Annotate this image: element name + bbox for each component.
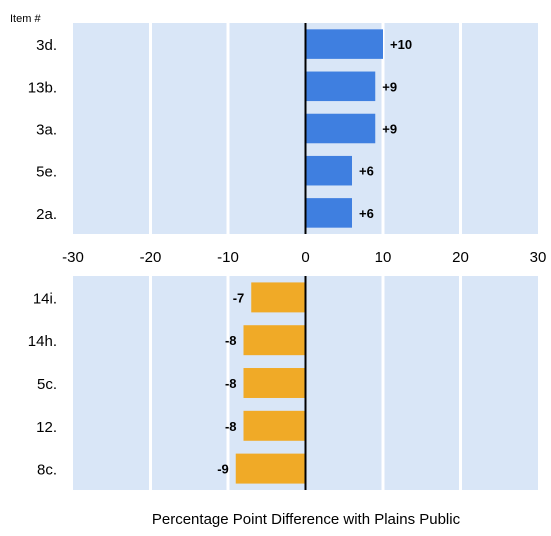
top-bar [305,113,376,144]
top-category-label: 2a. [36,206,57,223]
bottom-bar [243,410,306,441]
top-bar [305,155,352,186]
x-axis-title: Percentage Point Difference with Plains … [152,511,461,528]
bottom-category-label: 14i. [33,290,57,307]
bottom-panel: -7 14i. -8 14h. -8 5c. -8 12. -9 8c. [28,276,538,490]
top-category-label: 3a. [36,122,57,139]
top-panel: +10 3d. +9 13b. +9 3a. +6 5e. +6 2a. [28,23,538,234]
top-bar [305,71,376,102]
y-axis-title: Item # [10,13,41,25]
bottom-data-label: -9 [217,462,229,477]
top-category-label: 13b. [28,79,57,96]
x-tick-label: -10 [217,249,239,266]
x-tick-label: -20 [140,249,162,266]
top-bar [305,198,352,228]
x-tick-label: -30 [62,249,84,266]
bottom-bar [243,325,306,356]
bottom-category-label: 14h. [28,333,57,350]
top-data-label: +9 [382,79,397,94]
bottom-data-label: -8 [225,333,237,348]
bottom-category-label: 8c. [37,462,57,479]
bottom-category-label: 5c. [37,376,57,393]
top-bar [305,29,383,59]
bottom-bar [251,282,306,313]
bottom-data-label: -7 [233,290,245,305]
bottom-data-label: -8 [225,419,237,434]
top-category-label: 3d. [36,37,57,54]
top-category-label: 5e. [36,164,57,181]
x-tick-label: 20 [452,249,469,266]
top-data-label: +6 [359,164,374,179]
x-tick-label: 0 [301,249,309,266]
top-data-label: +10 [390,37,412,52]
bottom-bar [235,453,306,484]
bottom-category-label: 12. [36,419,57,436]
bottom-bar [243,368,306,398]
x-tick-label: 10 [375,249,392,266]
top-data-label: +6 [359,206,374,221]
x-axis-ticks: -30 -20 -10 0 10 20 30 [62,249,546,266]
x-tick-label: 30 [530,249,547,266]
bottom-data-label: -8 [225,376,237,391]
top-data-label: +9 [382,122,397,137]
